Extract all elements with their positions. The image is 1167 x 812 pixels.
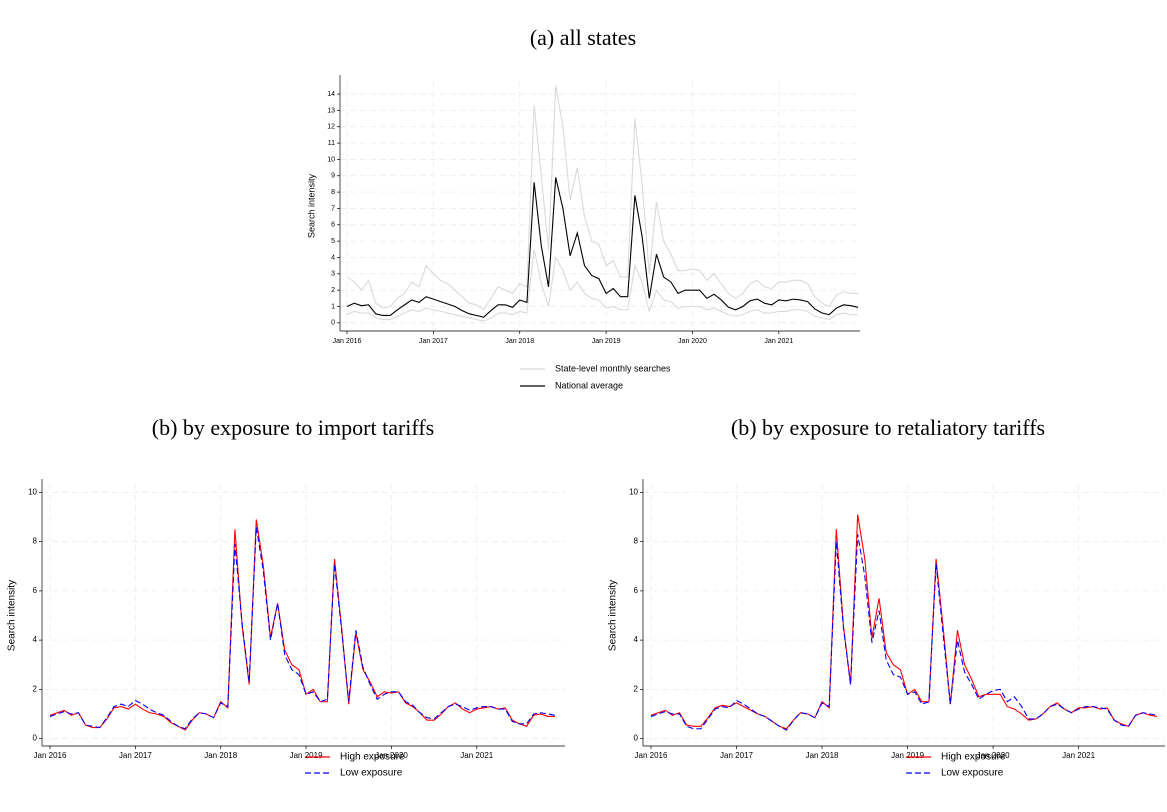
x-tick-label: Jan 2020 (678, 338, 707, 345)
x-tick-label: Jan 2016 (34, 751, 67, 760)
y-tick-label: 9 (331, 173, 335, 180)
y-tick-label: 6 (331, 222, 335, 229)
x-tick-label: Jan 2021 (1062, 751, 1095, 760)
y-tick-label: 4 (634, 635, 639, 644)
y-axis-label: Search intensity (7, 580, 18, 651)
y-axis-label: Search intensity (306, 173, 316, 238)
y-tick-label: 10 (28, 487, 37, 496)
legend-label: National average (555, 380, 623, 390)
x-tick-label: Jan 2018 (204, 751, 237, 760)
x-tick-label: Jan 2018 (505, 338, 534, 345)
y-tick-label: 2 (634, 684, 639, 693)
y-tick-label: 3 (331, 271, 335, 278)
x-tick-label: Jan 2021 (764, 338, 793, 345)
series-line (650, 534, 1158, 731)
x-tick-label: Jan 2016 (333, 338, 362, 345)
x-tick-label: Jan 2020 (977, 751, 1010, 760)
x-tick-label: Jan 2019 (592, 338, 621, 345)
x-tick-label: Jan 2019 (891, 751, 924, 760)
series-line (346, 249, 858, 322)
y-tick-label: 8 (331, 189, 335, 196)
y-tick-label: 10 (327, 156, 335, 163)
legend-label: State-level monthly searches (555, 363, 671, 373)
y-tick-label: 7 (331, 205, 335, 212)
y-tick-label: 0 (331, 320, 335, 327)
y-tick-label: 4 (33, 635, 38, 644)
y-tick-label: 6 (33, 586, 38, 595)
y-tick-label: 4 (331, 254, 335, 261)
series-line (49, 519, 555, 731)
legend-label: High exposure (941, 752, 1006, 763)
x-tick-label: Jan 2021 (460, 751, 493, 760)
series-line (650, 514, 1158, 730)
y-tick-label: 2 (331, 287, 335, 294)
y-tick-label: 8 (634, 537, 639, 546)
x-tick-label: Jan 2017 (720, 751, 753, 760)
x-tick-label: Jan 2017 (119, 751, 152, 760)
x-tick-label: Jan 2020 (375, 751, 408, 760)
y-tick-label: 5 (331, 238, 335, 245)
chart-title: (b) by exposure to import tariffs (152, 415, 434, 440)
y-tick-label: 8 (33, 537, 38, 546)
y-tick-label: 11 (328, 140, 335, 147)
y-tick-label: 14 (327, 91, 335, 98)
chart-title: (a) all states (530, 25, 636, 50)
y-tick-label: 1 (331, 303, 335, 310)
chart-title: (b) by exposure to retaliatory tariffs (731, 415, 1045, 440)
series-line (346, 177, 859, 318)
y-tick-label: 0 (33, 734, 38, 743)
x-tick-label: Jan 2019 (290, 751, 323, 760)
x-tick-label: Jan 2018 (806, 751, 839, 760)
legend-label: High exposure (340, 752, 405, 763)
x-tick-label: Jan 2016 (635, 751, 668, 760)
y-tick-label: 13 (327, 107, 335, 114)
y-tick-label: 10 (629, 487, 638, 496)
y-tick-label: 12 (327, 124, 335, 131)
legend-label: Low exposure (941, 768, 1004, 779)
legend-label: Low exposure (340, 768, 403, 779)
y-tick-label: 2 (33, 684, 38, 693)
y-axis-label: Search intensity (608, 580, 619, 651)
y-tick-label: 0 (634, 734, 639, 743)
series-line (49, 526, 556, 730)
y-tick-label: 6 (634, 586, 639, 595)
x-tick-label: Jan 2017 (419, 338, 448, 345)
series-line (346, 85, 858, 311)
